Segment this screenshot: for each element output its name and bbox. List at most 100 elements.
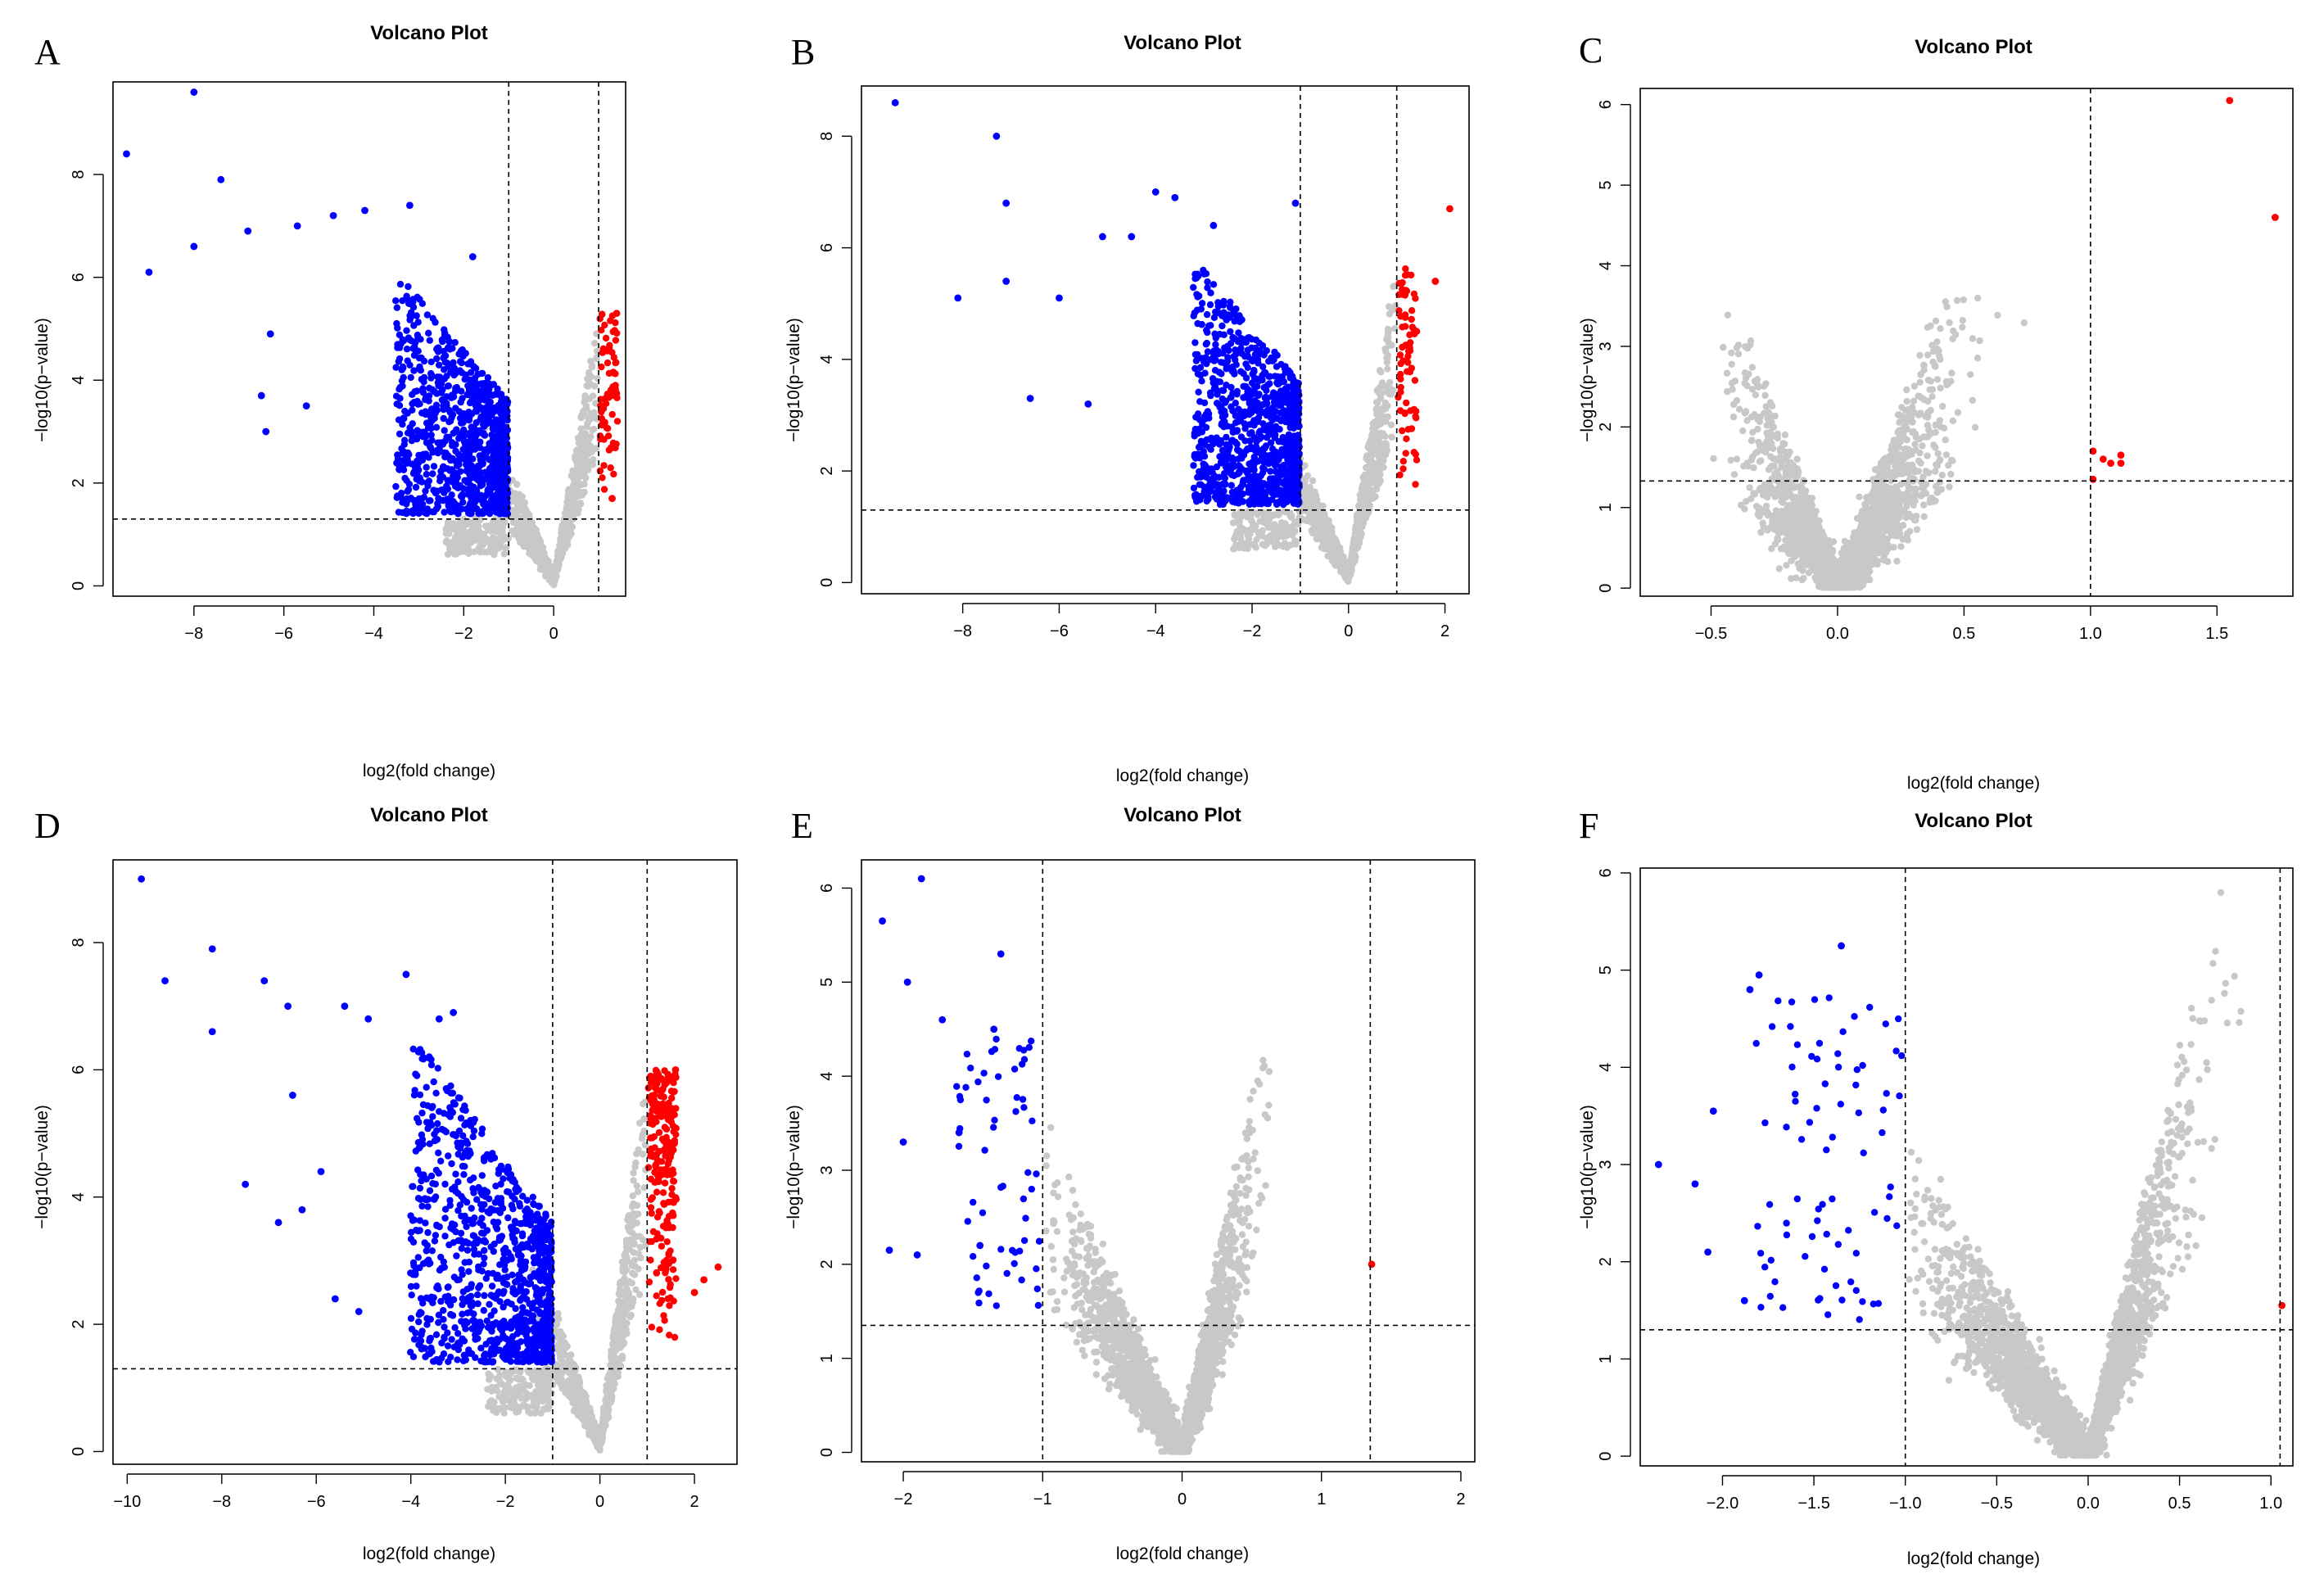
- data-point-down: [1194, 370, 1202, 378]
- data-point-ns: [1893, 558, 1901, 565]
- data-point-up: [608, 410, 616, 418]
- data-point-down: [504, 476, 512, 483]
- data-point-down: [416, 474, 423, 482]
- data-point-ns: [500, 535, 508, 542]
- data-point-down: [1237, 408, 1245, 415]
- data-point-down: [1273, 486, 1280, 493]
- data-point-ns: [1381, 440, 1388, 448]
- data-point-ns: [1368, 467, 1376, 475]
- data-point-ns: [451, 550, 459, 558]
- data-point-down: [441, 326, 448, 333]
- data-point-ns: [1384, 351, 1392, 360]
- data-point-down: [476, 472, 483, 479]
- data-point-down: [1221, 481, 1229, 488]
- data-point-down: [466, 399, 474, 407]
- data-point-down: [1277, 360, 1285, 369]
- data-point-ns: [593, 355, 600, 363]
- data-point-down: [486, 510, 494, 518]
- data-point-down: [486, 478, 493, 486]
- data-point-down: [487, 501, 495, 509]
- data-point-ns: [1231, 511, 1238, 518]
- data-point-down: [1236, 487, 1243, 495]
- data-point-down: [445, 406, 453, 414]
- data-point-down: [1219, 322, 1226, 330]
- data-point-down: [1232, 419, 1240, 427]
- data-point-down: [1230, 368, 1237, 375]
- data-point-ns: [1924, 452, 1931, 459]
- data-point-ns: [513, 481, 521, 488]
- data-point-down: [408, 437, 416, 445]
- data-point-down: [1235, 469, 1243, 477]
- data-point-down: [1289, 382, 1296, 390]
- data-point-ns: [501, 544, 509, 552]
- data-point-ns: [570, 482, 577, 489]
- data-point-down: [361, 206, 368, 215]
- data-point-down: [1291, 199, 1300, 207]
- data-point-down: [396, 395, 404, 402]
- data-point-up: [1411, 330, 1418, 337]
- data-point-down: [1210, 348, 1218, 355]
- data-point-ns: [573, 446, 581, 454]
- data-point-ns: [1315, 505, 1323, 513]
- x-tick-label: −4: [1146, 622, 1165, 640]
- data-point-down: [1213, 400, 1221, 407]
- data-point-down: [1295, 404, 1303, 412]
- data-point-up: [1395, 393, 1402, 401]
- data-point-ns: [589, 362, 596, 369]
- data-point-down: [479, 509, 486, 518]
- data-point-ns: [1244, 508, 1252, 515]
- data-point-down: [481, 494, 488, 501]
- data-point-ns: [1372, 399, 1381, 406]
- data-point-down: [1193, 306, 1201, 314]
- data-point-down: [1229, 427, 1237, 436]
- data-point-down: [459, 369, 466, 377]
- data-point-down: [1203, 360, 1210, 368]
- x-tick-label: −8: [953, 622, 972, 640]
- data-point-ns: [500, 519, 507, 527]
- data-point-down: [1284, 466, 1291, 473]
- data-point-ns: [1727, 456, 1734, 464]
- data-point-up: [606, 341, 613, 349]
- data-point-down: [1223, 365, 1230, 373]
- data-point-down: [1259, 363, 1267, 370]
- data-point-ns: [576, 500, 584, 507]
- data-point-ns: [1327, 554, 1335, 561]
- y-tick-label: 0: [818, 578, 836, 587]
- data-point-up: [599, 474, 606, 482]
- data-point-down: [468, 431, 477, 438]
- data-point-down: [432, 423, 441, 431]
- volcano-panel-c: C Volcano Plot−0.5 0.0 0.5 1.0 1.50123456log2…: [1578, 30, 2294, 793]
- data-point-down: [1295, 481, 1303, 488]
- data-point-ns: [581, 480, 588, 488]
- data-point-ns: [578, 438, 586, 445]
- data-point-down: [1196, 468, 1203, 476]
- data-point-ns: [1354, 544, 1362, 551]
- data-point-down: [429, 407, 436, 415]
- data-point-down: [393, 304, 400, 311]
- data-point-ns: [1388, 433, 1395, 441]
- data-point-ns: [1377, 471, 1384, 478]
- data-point-down: [1221, 399, 1229, 406]
- data-point-up: [612, 359, 619, 367]
- data-point-down: [1264, 407, 1271, 414]
- data-point-down: [401, 436, 409, 444]
- data-point-down: [405, 283, 412, 291]
- data-point-down: [1248, 336, 1255, 343]
- data-point-down: [1246, 437, 1254, 445]
- data-point-down: [1247, 443, 1255, 450]
- data-point-up: [613, 329, 621, 337]
- data-point-ns: [1383, 359, 1391, 366]
- data-point-ns: [508, 527, 516, 535]
- y-tick-label: 4: [70, 376, 88, 385]
- data-point-down: [1290, 376, 1297, 383]
- data-point-ns: [1954, 409, 1962, 416]
- data-point-up: [602, 395, 609, 402]
- data-point-down: [1198, 378, 1205, 385]
- data-point-down: [399, 509, 406, 517]
- data-point-up: [605, 369, 613, 378]
- data-point-down: [436, 477, 444, 485]
- data-point-down: [405, 450, 413, 459]
- data-point-down: [1211, 382, 1219, 390]
- data-point-down: [401, 474, 409, 482]
